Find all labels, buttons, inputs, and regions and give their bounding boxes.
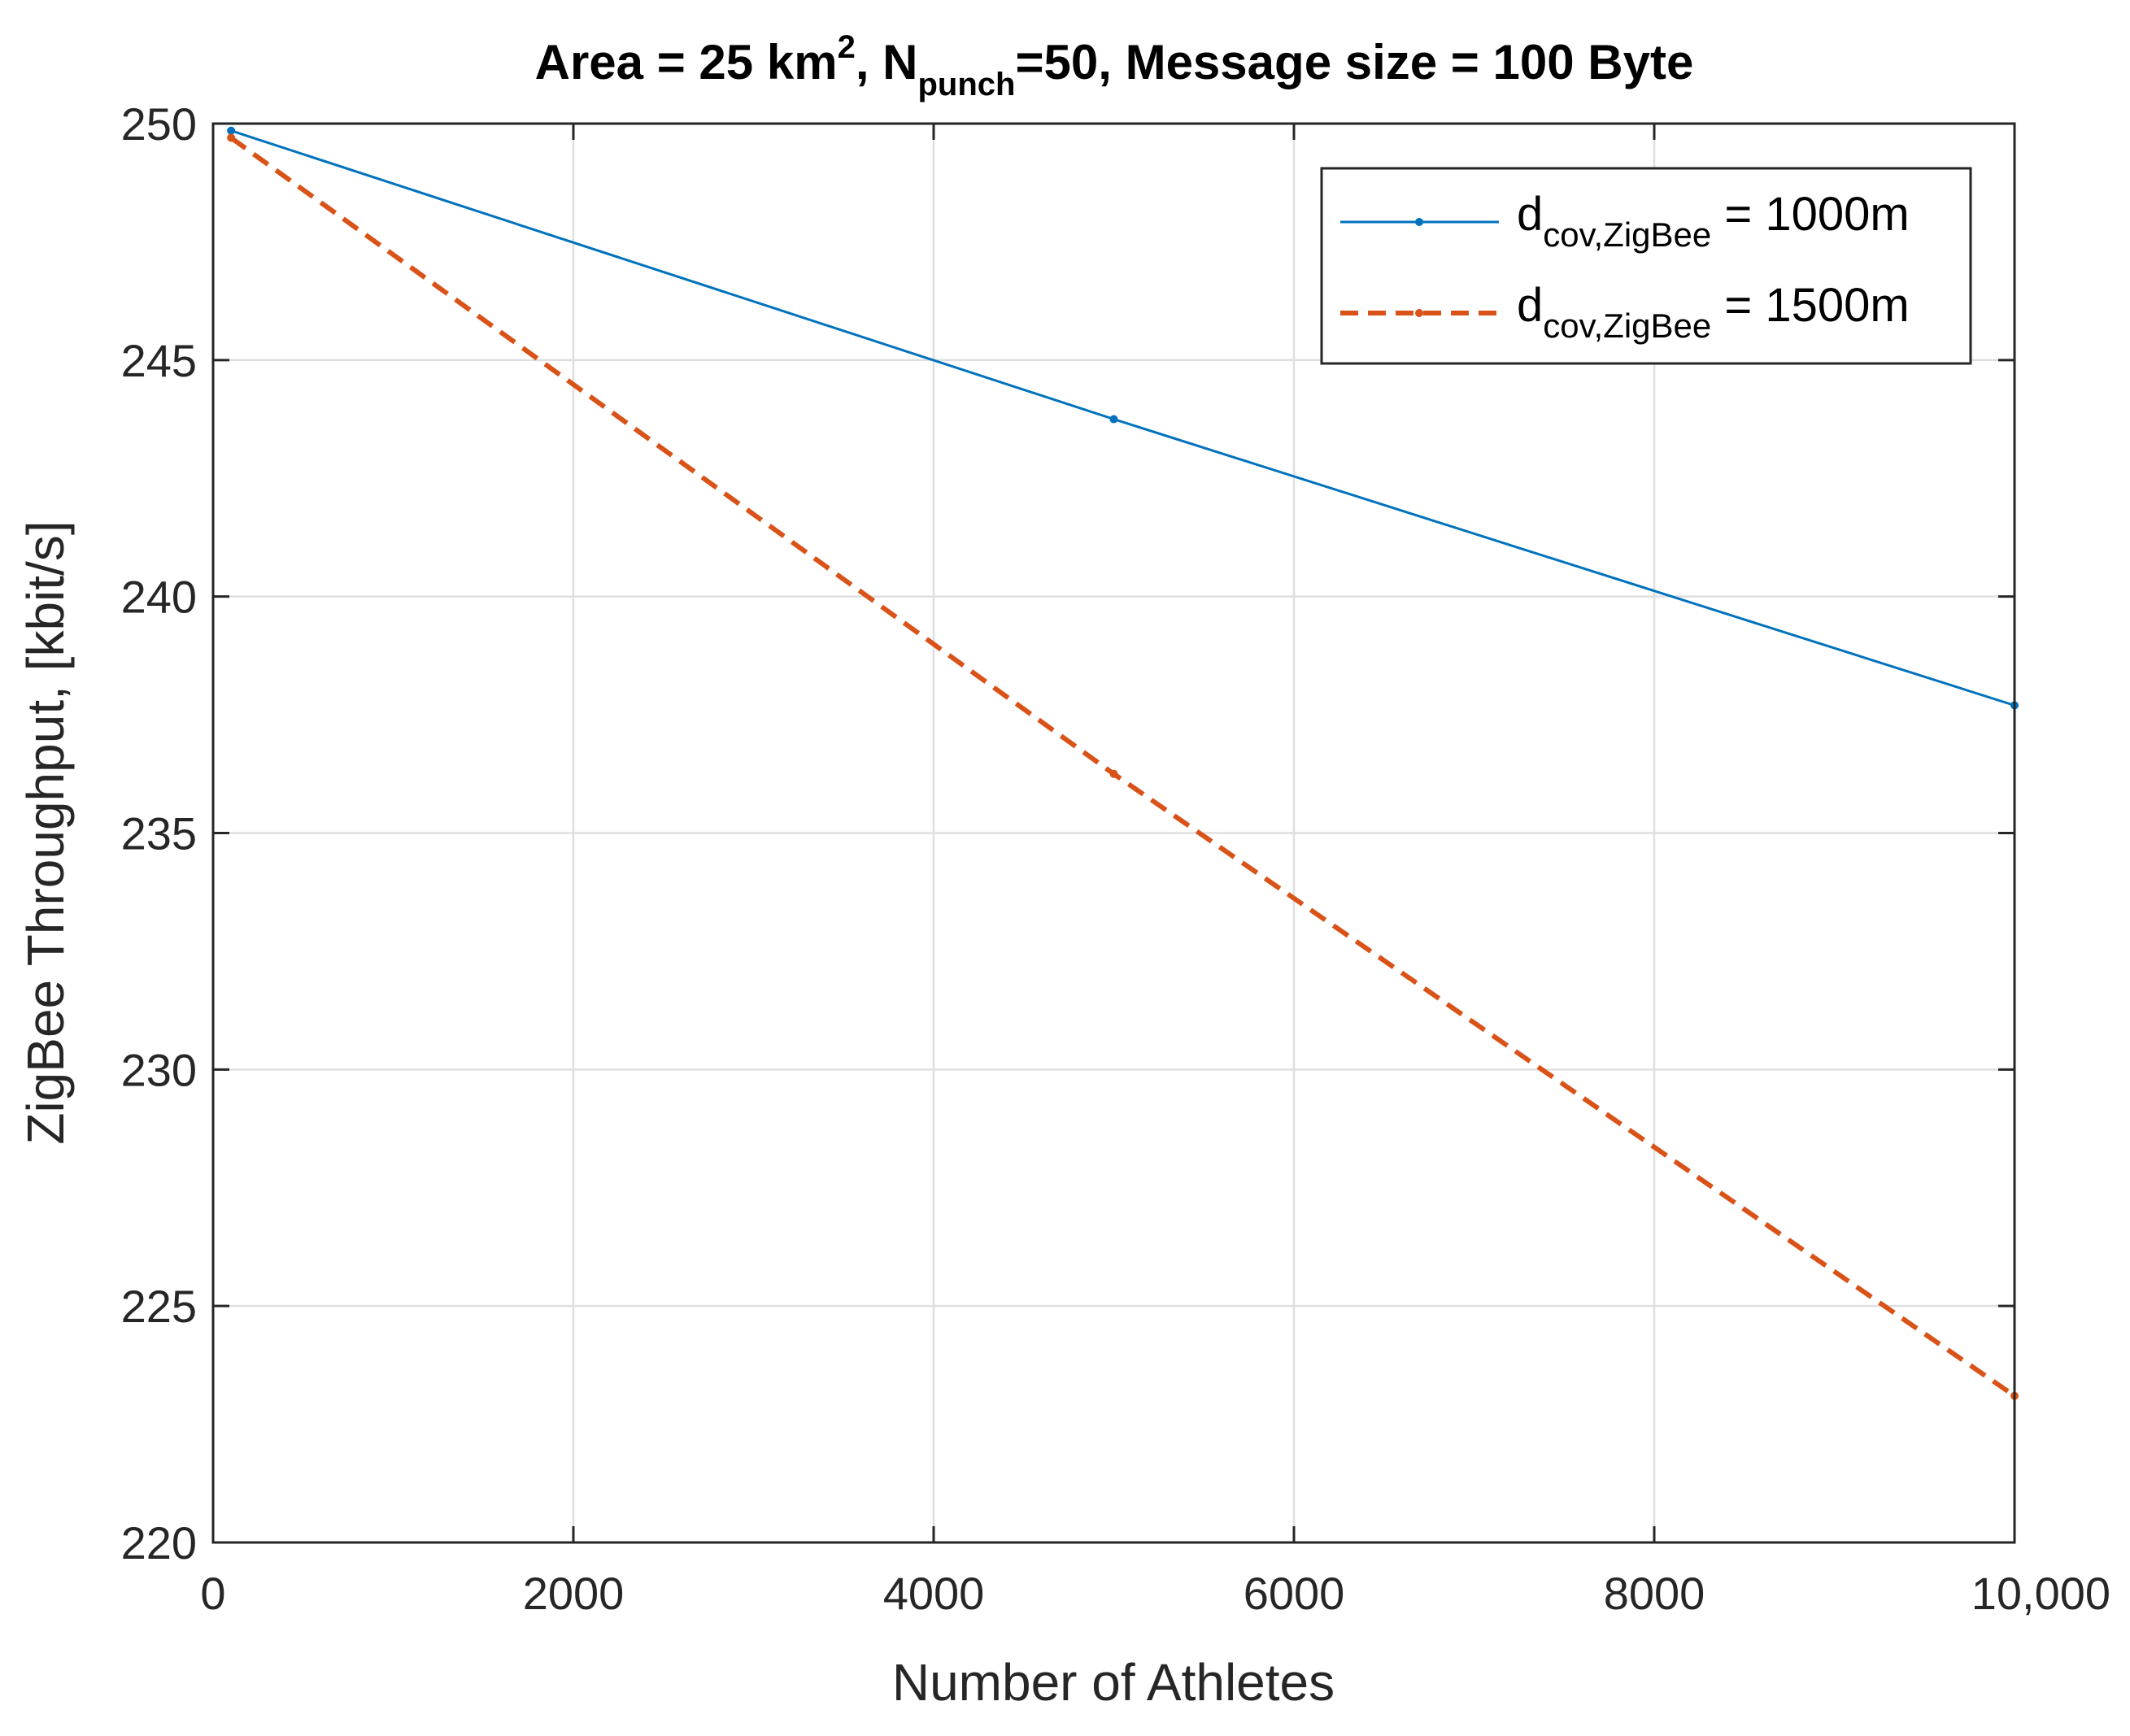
x-axis-label: Number of Athletes	[892, 1653, 1335, 1712]
y-tick-label: 250	[121, 98, 197, 150]
legend-label-1500m-sub: cov,ZigBee	[1543, 307, 1711, 345]
title-suffix: =50, Message size = 100 Byte	[1015, 35, 1693, 89]
y-tick-label: 235	[121, 808, 197, 859]
x-tick-label: 6000	[1244, 1568, 1345, 1619]
legend-label-1500m-rest: = 1500m	[1711, 279, 1909, 332]
series-0-point	[1109, 415, 1118, 424]
tick-marks	[211, 122, 2016, 1544]
y-axis-label: ZigBee Throughput, [kbit/s]	[16, 520, 75, 1144]
series-1-point	[1109, 769, 1118, 778]
tick-labels: 0 2000 4000 6000 8000 10,000 220 225 230 235 240 24…	[121, 98, 2110, 1619]
legend-label-1500m: dcov,ZigBee = 1500m	[1517, 279, 1910, 345]
x-tick-label: 0	[200, 1568, 225, 1619]
chart-title: Area = 25 km2, Npunch=50, Message size =…	[535, 29, 1694, 102]
y-tick-label: 230	[121, 1044, 197, 1095]
x-tick-label: 10,000	[1971, 1568, 2110, 1619]
y-tick-label: 245	[121, 335, 197, 386]
series-1-point	[227, 133, 236, 142]
legend-marker-1000m	[1415, 218, 1423, 226]
legend-label-1000m-main: d	[1517, 188, 1543, 241]
y-tick-label: 220	[121, 1517, 197, 1568]
legend: dcov,ZigBee = 1000m dcov,ZigBee = 1500m	[1320, 167, 1972, 365]
legend-label-1000m-rest: = 1000m	[1711, 188, 1909, 241]
series-layer	[227, 126, 2019, 1400]
x-tick-label: 8000	[1604, 1568, 1705, 1619]
y-tick-label: 225	[121, 1281, 197, 1332]
legend-box	[1320, 167, 1972, 365]
series-0-point	[227, 126, 236, 135]
title-subscript: punch	[917, 67, 1015, 102]
x-tick-label: 2000	[523, 1568, 625, 1619]
legend-label-1500m-main: d	[1517, 279, 1543, 332]
legend-label-1000m: dcov,ZigBee = 1000m	[1517, 188, 1910, 254]
title-superscript: 2	[838, 29, 856, 65]
legend-marker-1500m	[1415, 309, 1423, 317]
legend-label-1000m-sub: cov,ZigBee	[1543, 215, 1711, 254]
title-prefix: Area = 25 km	[535, 35, 838, 89]
y-tick-label: 240	[121, 572, 197, 623]
title-middle: , N	[856, 35, 918, 89]
x-tick-label: 4000	[883, 1568, 985, 1619]
